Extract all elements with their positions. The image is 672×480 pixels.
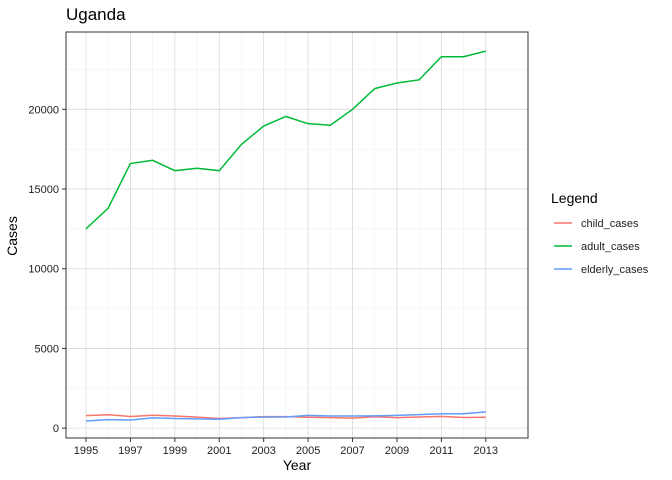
legend-label-child-cases: child_cases — [581, 218, 639, 230]
x-tick-label: 2003 — [251, 445, 275, 457]
legend-label-elderly-cases: elderly_cases — [581, 264, 649, 276]
grid — [66, 32, 528, 438]
y-axis-label: Cases — [4, 216, 20, 256]
x-tick-label: 1997 — [118, 445, 142, 457]
plot-panel-border — [65, 31, 529, 439]
legend-label-adult-cases: adult_cases — [581, 241, 640, 253]
x-tick-label: 2009 — [385, 445, 409, 457]
x-tick-label: 2013 — [474, 445, 498, 457]
x-tick-label: 1999 — [163, 445, 187, 457]
y-tick-label: 20000 — [28, 104, 59, 116]
series-line-adult-cases — [85, 50, 486, 230]
x-axis-label: Year — [283, 457, 312, 473]
series-lines — [85, 50, 486, 422]
legend: Legend child_cases adult_cases elderly_cas… — [551, 190, 649, 276]
legend-title: Legend — [551, 190, 598, 206]
y-tick-label: 5000 — [35, 343, 59, 355]
y-tick-label: 15000 — [28, 184, 59, 196]
x-tick-label: 2007 — [340, 445, 364, 457]
x-tick-label: 1995 — [74, 445, 98, 457]
x-tick-label: 2011 — [430, 445, 454, 457]
x-tick-label: 2005 — [296, 445, 320, 457]
chart-title: Uganda — [66, 5, 126, 24]
y-tick-label: 0 — [53, 423, 59, 435]
axis-ticks: 1995 1997 1999 2001 2003 2005 2007 2009 2011 2013… — [28, 104, 498, 457]
x-tick-label: 2001 — [207, 445, 231, 457]
y-tick-label: 10000 — [28, 264, 59, 276]
series-line-elderly-cases — [85, 411, 486, 422]
